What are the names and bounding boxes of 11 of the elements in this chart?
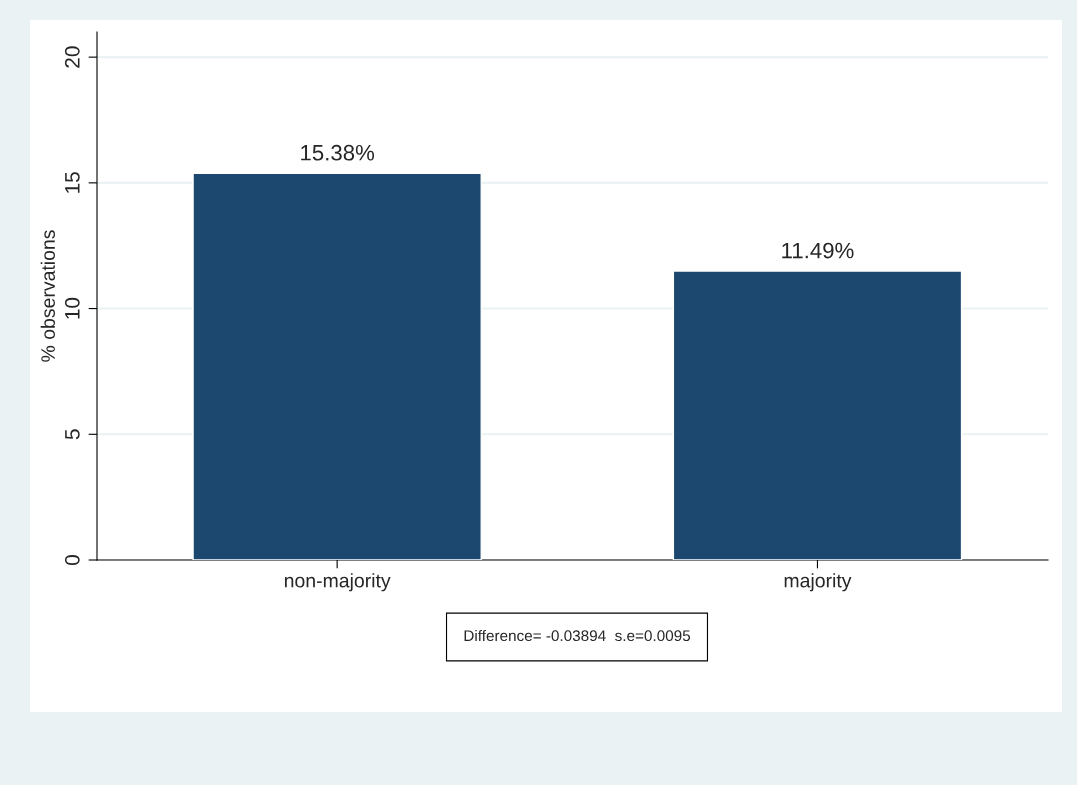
text: Difference= -0.03894 s.e=0.0095 [464, 629, 691, 642]
x-tick-label: majority [784, 573, 852, 592]
x-tick-label: non-majority [284, 573, 391, 592]
y-tick-label: 20 [64, 46, 80, 68]
y-tick-label: 5 [65, 429, 80, 440]
y-tick-label: 0 [64, 555, 80, 565]
data-label: 11.49% [782, 242, 854, 259]
y-tick-label: 10 [64, 297, 80, 319]
data-label: 15.38% [301, 144, 375, 161]
y-tick-label: 15 [65, 172, 80, 193]
y-axis-title: % observations [40, 230, 55, 362]
